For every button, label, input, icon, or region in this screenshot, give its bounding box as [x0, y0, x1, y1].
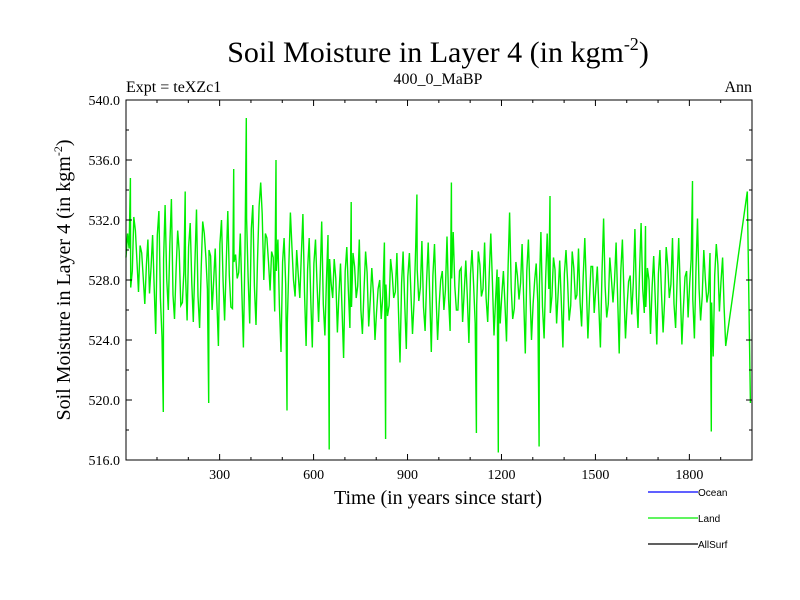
legend-label-land: Land	[698, 514, 720, 525]
y-tick-label: 532.0	[89, 214, 121, 229]
y-tick-label: 536.0	[89, 154, 121, 169]
legend-label-ocean: Ocean	[698, 488, 727, 499]
y-tick-label: 528.0	[89, 274, 121, 289]
chart-title: Soil Moisture in Layer 4 (in kgm-2)	[227, 34, 649, 69]
y-tick-label: 520.0	[89, 394, 121, 409]
subtitle-right: Ann	[724, 79, 752, 96]
chart-title-close: )	[639, 36, 649, 69]
y-tick-label: 516.0	[89, 454, 121, 469]
x-tick-label: 1800	[675, 468, 703, 483]
y-axis: 516.0 520.0 524.0 528.0 532.0 536.0 540.0	[89, 94, 752, 469]
y-axis-label-close: )	[53, 139, 75, 146]
subtitle-left: Expt = teXZc1	[126, 79, 221, 96]
x-tick-label: 1500	[581, 468, 609, 483]
y-axis-label: Soil Moisture in Layer 4 (in kgm-2)	[51, 139, 75, 420]
y-tick-label: 524.0	[89, 334, 121, 349]
plot-area	[126, 100, 752, 460]
legend: Ocean Land AllSurf	[648, 488, 728, 551]
chart-title-superscript: -2	[624, 34, 639, 54]
series-group	[125, 117, 752, 453]
x-axis: 300 600 900 1200 1500 1800	[156, 100, 722, 483]
legend-label-allsurf: AllSurf	[698, 540, 728, 551]
x-tick-label: 1200	[487, 468, 515, 483]
y-axis-label-superscript: -2	[51, 146, 65, 156]
x-tick-label: 300	[209, 468, 230, 483]
series-line-land	[125, 117, 752, 453]
x-tick-label: 600	[303, 468, 324, 483]
y-tick-label: 540.0	[89, 94, 121, 109]
x-axis-label: Time (in years since start)	[334, 487, 542, 509]
x-tick-label: 900	[397, 468, 418, 483]
subtitle-center: 400_0_MaBP	[394, 71, 483, 88]
